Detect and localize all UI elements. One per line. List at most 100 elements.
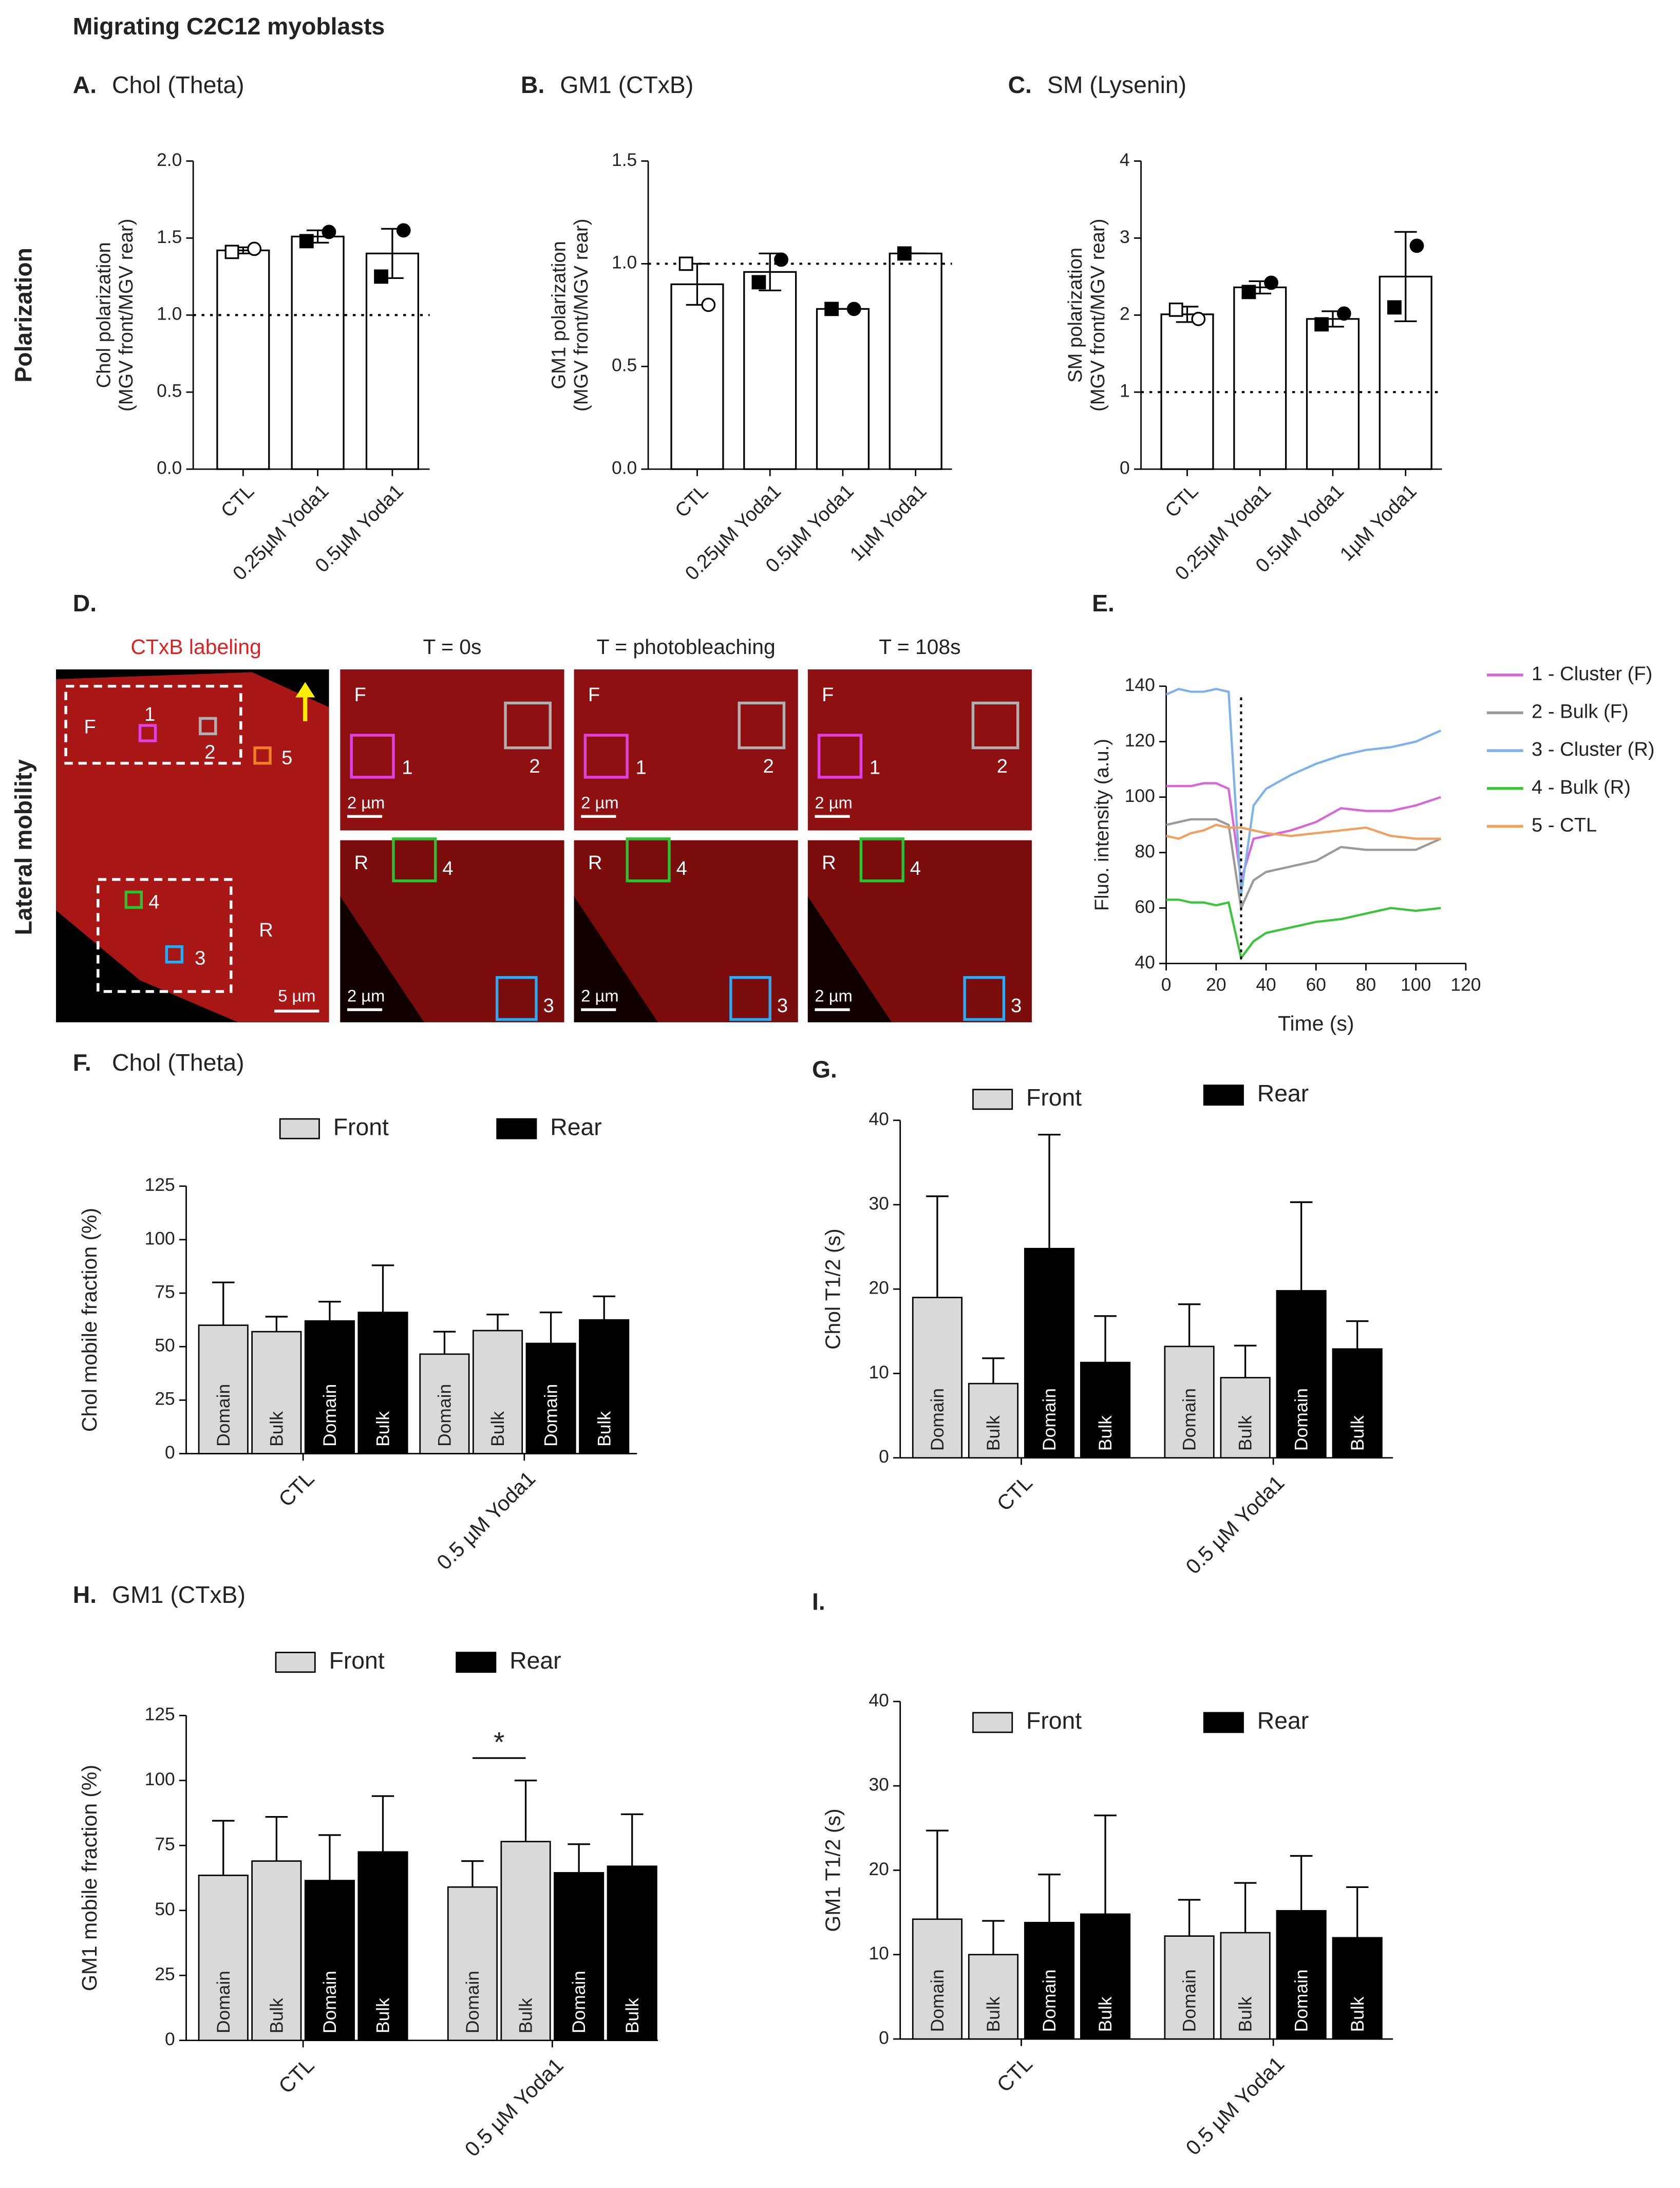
panel-label: B. — [521, 71, 544, 98]
roi-label: 3 — [1011, 995, 1022, 1017]
bar-label: Domain — [1291, 1388, 1312, 1451]
bar — [419, 1353, 470, 1454]
y-tick-label: 10 — [869, 1943, 889, 1963]
panel-label: C. — [1008, 71, 1032, 98]
y-axis-label: Chol polarization — [93, 242, 115, 388]
legend-label: Front — [333, 1113, 389, 1140]
x-tick-label: 20 — [1206, 974, 1226, 995]
chart-title: GM1 (CTxB) — [112, 1581, 246, 1608]
scale-label: 2 µm — [815, 793, 852, 812]
data-point — [1336, 306, 1351, 321]
y-axis-label: Chol mobile fraction (%) — [78, 1208, 101, 1432]
zoom-image — [574, 669, 798, 831]
bar — [1164, 1935, 1215, 2040]
chart-title: GM1 (CTxB) — [560, 71, 693, 98]
roi-label: 1 — [636, 757, 647, 779]
legend-label: 2 - Bulk (F) — [1532, 701, 1629, 723]
scale-label: 2 µm — [581, 793, 618, 812]
x-tick-label: CTL — [992, 1471, 1037, 1516]
bar — [1332, 1937, 1383, 2040]
y-tick-label: 0.5 — [612, 355, 637, 376]
line — [1165, 687, 1442, 894]
rear-label: R — [354, 852, 369, 874]
scale-label: 2 µm — [581, 986, 618, 1005]
roi-box — [963, 976, 1006, 1021]
legend-swatch — [1203, 1084, 1244, 1106]
bar-label: Domain — [541, 1384, 561, 1447]
y-axis-label: GM1 polarization — [548, 241, 570, 389]
y-tick-label: 30 — [869, 1774, 889, 1795]
y-tick-label: 125 — [145, 1174, 175, 1195]
legend-swatch — [1203, 1712, 1244, 1733]
bar — [1080, 1913, 1131, 2040]
x-tick-label: 100 — [1401, 974, 1431, 995]
bar — [607, 1865, 657, 2042]
data-point — [897, 246, 912, 261]
bar-label: Bulk — [1235, 1996, 1256, 2032]
legend-label: Front — [1026, 1707, 1082, 1734]
roi-label: 3 — [777, 995, 788, 1017]
bar-label: Bulk — [516, 1998, 536, 2033]
bar-label: Bulk — [487, 1411, 508, 1447]
time-label: T = photobleaching — [597, 635, 776, 659]
y-tick-label: 80 — [1135, 841, 1155, 862]
data-point — [824, 302, 839, 316]
data-point — [701, 297, 716, 312]
y-tick-label: 40 — [869, 1109, 889, 1129]
data-point — [1264, 275, 1278, 290]
bar-label: Bulk — [983, 1996, 1004, 2032]
bar-label: Domain — [569, 1971, 589, 2033]
x-tick-label: 1µM Yoda1 — [846, 480, 931, 565]
data-point — [224, 245, 239, 259]
legend-label: Front — [1026, 1084, 1082, 1111]
x-tick-label: 80 — [1356, 974, 1376, 995]
bar — [968, 1954, 1019, 2040]
bar-label: Domain — [319, 1384, 340, 1447]
bar — [198, 1324, 249, 1454]
error-bar — [1394, 231, 1417, 322]
scale-label: 2 µm — [347, 793, 385, 812]
roi-label: 2 — [529, 755, 540, 777]
roi-label: 2 — [763, 755, 774, 777]
panel-label: A. — [73, 71, 97, 98]
roi-box — [392, 837, 437, 883]
data-point — [774, 252, 788, 267]
scale-label: 2 µm — [347, 986, 385, 1005]
bar — [1160, 313, 1214, 470]
x-tick-label: CTL — [217, 480, 258, 521]
legend-swatch — [496, 1118, 537, 1139]
zoom-dark — [807, 896, 892, 1022]
y-axis-label: (MGV front/MGV rear) — [115, 219, 137, 412]
roi-box — [138, 724, 157, 742]
roi-box — [626, 837, 671, 883]
data-point — [396, 223, 411, 238]
bar — [1276, 1290, 1327, 1459]
y-tick-label: 120 — [1125, 730, 1155, 751]
y-tick-label: 75 — [155, 1834, 175, 1855]
rear-label: R — [822, 852, 836, 874]
bar — [365, 252, 419, 470]
y-tick-label: 40 — [869, 1690, 889, 1710]
x-tick-label: 0.5 µM Yoda1 — [1181, 2052, 1289, 2160]
y-tick-label: 1.5 — [612, 149, 637, 170]
bar — [968, 1382, 1019, 1459]
roi-box — [124, 890, 143, 909]
bar-label: Bulk — [266, 1411, 287, 1447]
y-axis-label: Fluo. intensity (a.u.) — [1091, 739, 1113, 911]
figure-title: Migrating C2C12 myoblasts — [73, 13, 385, 40]
y-tick-label: 125 — [145, 1704, 175, 1725]
y-axis-label: (MGV front/MGV rear) — [1087, 219, 1109, 412]
bar-label: Bulk — [1347, 1415, 1368, 1451]
legend-swatch — [279, 1118, 320, 1139]
row-label: Polarization — [10, 248, 36, 383]
bar-label: Bulk — [1095, 1996, 1116, 2032]
panel-label: E. — [1092, 590, 1115, 616]
bar — [357, 1851, 408, 2042]
y-tick-label: 0 — [1120, 458, 1130, 478]
bar — [889, 252, 942, 470]
bar-label: Bulk — [594, 1411, 614, 1447]
legend-swatch — [456, 1652, 497, 1673]
y-axis-label: GM1 mobile fraction (%) — [78, 1765, 101, 1991]
